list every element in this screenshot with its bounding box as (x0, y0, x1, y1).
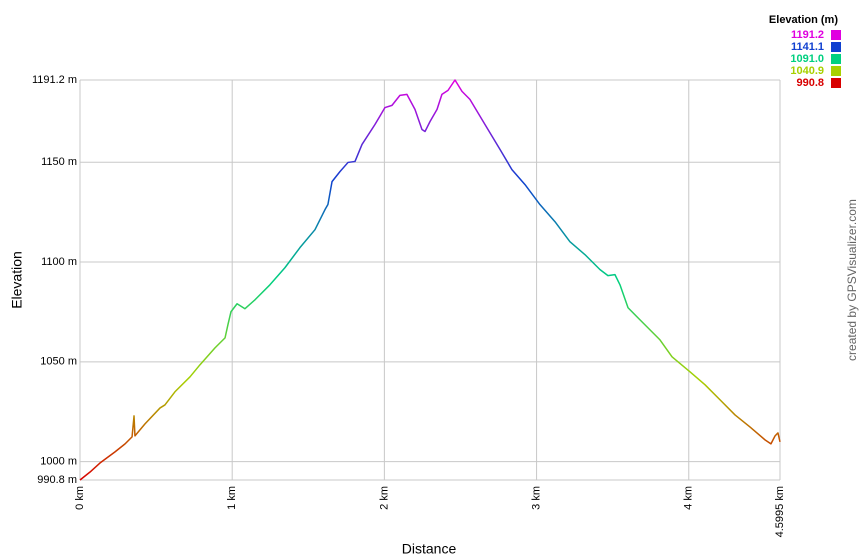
x-tick-label: 3 km (530, 486, 542, 510)
legend-label: 1191.2 (791, 29, 824, 41)
y-axis-label: Elevation (9, 251, 25, 309)
x-tick-label: 1 km (226, 486, 238, 510)
y-tick-label: 1000 m (40, 456, 77, 468)
x-tick-label: 2 km (378, 486, 390, 510)
legend-title: Elevation (m) (769, 14, 838, 26)
y-tick-label: 990.8 m (37, 474, 77, 486)
legend-label: 1091.0 (790, 53, 824, 65)
y-tick-label: 1191.2 m (32, 74, 77, 86)
legend-label: 1141.1 (791, 41, 824, 53)
x-tick-label: 4 km (683, 486, 695, 510)
y-tick-label: 1150 m (41, 156, 77, 168)
y-tick-label: 1100 m (41, 256, 77, 268)
x-tick-label: 4.5995 km (774, 486, 786, 537)
x-tick-label: 0 km (74, 486, 86, 510)
legend-swatch (831, 66, 841, 76)
legend-swatch (831, 42, 841, 52)
x-axis-label: Distance (402, 541, 457, 557)
y-tick-label: 1050 m (40, 356, 77, 368)
legend-swatch (831, 54, 841, 64)
credit: created by GPSVisualizer.com (845, 199, 859, 361)
legend-label: 1040.9 (790, 65, 824, 77)
elevation-line (79, 79, 781, 481)
legend-label: 990.8 (796, 77, 824, 89)
legend-swatch (831, 30, 841, 40)
legend-swatch (831, 78, 841, 88)
